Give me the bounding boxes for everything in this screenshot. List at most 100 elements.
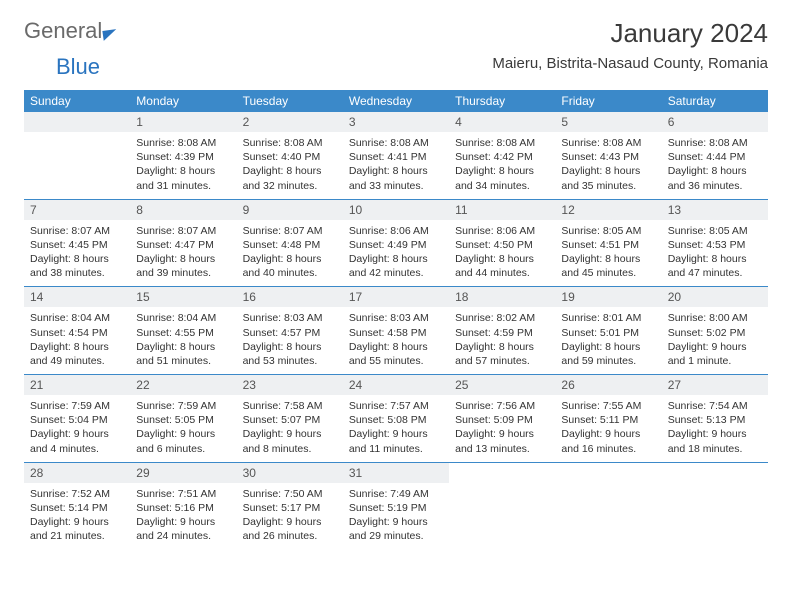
calendar-day-cell: 9Sunrise: 8:07 AMSunset: 4:48 PMDaylight… — [237, 199, 343, 287]
day-data: Sunrise: 8:04 AMSunset: 4:54 PMDaylight:… — [24, 307, 130, 374]
day-data: Sunrise: 8:07 AMSunset: 4:47 PMDaylight:… — [130, 220, 236, 287]
day-data: Sunrise: 8:00 AMSunset: 5:02 PMDaylight:… — [662, 307, 768, 374]
calendar-day-cell: 2Sunrise: 8:08 AMSunset: 4:40 PMDaylight… — [237, 112, 343, 199]
day-number: 21 — [24, 375, 130, 395]
weekday-header: Sunday — [24, 90, 130, 112]
day-data: Sunrise: 7:55 AMSunset: 5:11 PMDaylight:… — [555, 395, 661, 462]
title-block: January 2024 Maieru, Bistrita-Nasaud Cou… — [492, 18, 768, 72]
day-data: Sunrise: 8:06 AMSunset: 4:50 PMDaylight:… — [449, 220, 555, 287]
day-number: 20 — [662, 287, 768, 307]
weekday-header: Wednesday — [343, 90, 449, 112]
day-number: 13 — [662, 200, 768, 220]
calendar-day-cell — [24, 112, 130, 199]
logo: General — [24, 18, 117, 44]
day-data: Sunrise: 7:59 AMSunset: 5:05 PMDaylight:… — [130, 395, 236, 462]
day-data: Sunrise: 8:06 AMSunset: 4:49 PMDaylight:… — [343, 220, 449, 287]
calendar-day-cell — [555, 462, 661, 549]
day-number: 12 — [555, 200, 661, 220]
day-number: 1 — [130, 112, 236, 132]
calendar-week-row: 7Sunrise: 8:07 AMSunset: 4:45 PMDaylight… — [24, 199, 768, 287]
calendar-day-cell: 22Sunrise: 7:59 AMSunset: 5:05 PMDayligh… — [130, 375, 236, 463]
day-number: 28 — [24, 463, 130, 483]
day-number: 15 — [130, 287, 236, 307]
day-data: Sunrise: 7:54 AMSunset: 5:13 PMDaylight:… — [662, 395, 768, 462]
weekday-header: Tuesday — [237, 90, 343, 112]
calendar-day-cell: 19Sunrise: 8:01 AMSunset: 5:01 PMDayligh… — [555, 287, 661, 375]
calendar-day-cell: 26Sunrise: 7:55 AMSunset: 5:11 PMDayligh… — [555, 375, 661, 463]
calendar-day-cell: 20Sunrise: 8:00 AMSunset: 5:02 PMDayligh… — [662, 287, 768, 375]
day-data: Sunrise: 8:08 AMSunset: 4:39 PMDaylight:… — [130, 132, 236, 199]
calendar-day-cell: 16Sunrise: 8:03 AMSunset: 4:57 PMDayligh… — [237, 287, 343, 375]
day-number: 6 — [662, 112, 768, 132]
day-data: Sunrise: 8:07 AMSunset: 4:45 PMDaylight:… — [24, 220, 130, 287]
calendar-week-row: 14Sunrise: 8:04 AMSunset: 4:54 PMDayligh… — [24, 287, 768, 375]
day-number: 27 — [662, 375, 768, 395]
day-data: Sunrise: 8:05 AMSunset: 4:53 PMDaylight:… — [662, 220, 768, 287]
calendar-day-cell: 17Sunrise: 8:03 AMSunset: 4:58 PMDayligh… — [343, 287, 449, 375]
day-number: 3 — [343, 112, 449, 132]
day-number: 11 — [449, 200, 555, 220]
calendar-week-row: 21Sunrise: 7:59 AMSunset: 5:04 PMDayligh… — [24, 375, 768, 463]
day-number: 9 — [237, 200, 343, 220]
calendar-day-cell: 4Sunrise: 8:08 AMSunset: 4:42 PMDaylight… — [449, 112, 555, 199]
weekday-header: Saturday — [662, 90, 768, 112]
calendar-day-cell — [662, 462, 768, 549]
logo-triangle-icon — [103, 29, 118, 41]
location-text: Maieru, Bistrita-Nasaud County, Romania — [492, 55, 768, 72]
calendar-week-row: 1Sunrise: 8:08 AMSunset: 4:39 PMDaylight… — [24, 112, 768, 199]
calendar-day-cell: 7Sunrise: 8:07 AMSunset: 4:45 PMDaylight… — [24, 199, 130, 287]
day-data: Sunrise: 7:58 AMSunset: 5:07 PMDaylight:… — [237, 395, 343, 462]
day-number: 23 — [237, 375, 343, 395]
day-number: 30 — [237, 463, 343, 483]
day-data: Sunrise: 8:08 AMSunset: 4:44 PMDaylight:… — [662, 132, 768, 199]
calendar-day-cell: 18Sunrise: 8:02 AMSunset: 4:59 PMDayligh… — [449, 287, 555, 375]
day-number: 31 — [343, 463, 449, 483]
weekday-header: Monday — [130, 90, 236, 112]
day-data: Sunrise: 7:50 AMSunset: 5:17 PMDaylight:… — [237, 483, 343, 550]
weekday-header: Thursday — [449, 90, 555, 112]
calendar-header-row: SundayMondayTuesdayWednesdayThursdayFrid… — [24, 90, 768, 112]
empty-leading-cell — [24, 112, 130, 132]
calendar-body: 1Sunrise: 8:08 AMSunset: 4:39 PMDaylight… — [24, 112, 768, 549]
calendar-day-cell — [449, 462, 555, 549]
day-number: 8 — [130, 200, 236, 220]
day-data: Sunrise: 7:52 AMSunset: 5:14 PMDaylight:… — [24, 483, 130, 550]
calendar-day-cell: 10Sunrise: 8:06 AMSunset: 4:49 PMDayligh… — [343, 199, 449, 287]
calendar-day-cell: 6Sunrise: 8:08 AMSunset: 4:44 PMDaylight… — [662, 112, 768, 199]
day-data: Sunrise: 8:03 AMSunset: 4:57 PMDaylight:… — [237, 307, 343, 374]
day-data: Sunrise: 8:08 AMSunset: 4:43 PMDaylight:… — [555, 132, 661, 199]
day-data: Sunrise: 7:51 AMSunset: 5:16 PMDaylight:… — [130, 483, 236, 550]
calendar-day-cell: 15Sunrise: 8:04 AMSunset: 4:55 PMDayligh… — [130, 287, 236, 375]
day-data: Sunrise: 8:04 AMSunset: 4:55 PMDaylight:… — [130, 307, 236, 374]
day-number: 2 — [237, 112, 343, 132]
day-data: Sunrise: 7:57 AMSunset: 5:08 PMDaylight:… — [343, 395, 449, 462]
day-number: 19 — [555, 287, 661, 307]
day-data: Sunrise: 7:56 AMSunset: 5:09 PMDaylight:… — [449, 395, 555, 462]
calendar-day-cell: 23Sunrise: 7:58 AMSunset: 5:07 PMDayligh… — [237, 375, 343, 463]
calendar-week-row: 28Sunrise: 7:52 AMSunset: 5:14 PMDayligh… — [24, 462, 768, 549]
day-number: 14 — [24, 287, 130, 307]
calendar-day-cell: 13Sunrise: 8:05 AMSunset: 4:53 PMDayligh… — [662, 199, 768, 287]
weekday-header: Friday — [555, 90, 661, 112]
calendar-day-cell: 5Sunrise: 8:08 AMSunset: 4:43 PMDaylight… — [555, 112, 661, 199]
calendar-day-cell: 27Sunrise: 7:54 AMSunset: 5:13 PMDayligh… — [662, 375, 768, 463]
calendar-table: SundayMondayTuesdayWednesdayThursdayFrid… — [24, 90, 768, 549]
calendar-day-cell: 28Sunrise: 7:52 AMSunset: 5:14 PMDayligh… — [24, 462, 130, 549]
day-number: 10 — [343, 200, 449, 220]
day-number: 22 — [130, 375, 236, 395]
calendar-day-cell: 11Sunrise: 8:06 AMSunset: 4:50 PMDayligh… — [449, 199, 555, 287]
day-data: Sunrise: 7:49 AMSunset: 5:19 PMDaylight:… — [343, 483, 449, 550]
day-data: Sunrise: 8:05 AMSunset: 4:51 PMDaylight:… — [555, 220, 661, 287]
day-number: 29 — [130, 463, 236, 483]
calendar-day-cell: 21Sunrise: 7:59 AMSunset: 5:04 PMDayligh… — [24, 375, 130, 463]
calendar-day-cell: 12Sunrise: 8:05 AMSunset: 4:51 PMDayligh… — [555, 199, 661, 287]
month-title: January 2024 — [492, 18, 768, 49]
logo-text-1: General — [24, 18, 102, 44]
day-number: 26 — [555, 375, 661, 395]
day-data: Sunrise: 8:08 AMSunset: 4:40 PMDaylight:… — [237, 132, 343, 199]
day-number: 5 — [555, 112, 661, 132]
day-number: 17 — [343, 287, 449, 307]
day-number: 4 — [449, 112, 555, 132]
calendar-day-cell: 1Sunrise: 8:08 AMSunset: 4:39 PMDaylight… — [130, 112, 236, 199]
calendar-day-cell: 30Sunrise: 7:50 AMSunset: 5:17 PMDayligh… — [237, 462, 343, 549]
